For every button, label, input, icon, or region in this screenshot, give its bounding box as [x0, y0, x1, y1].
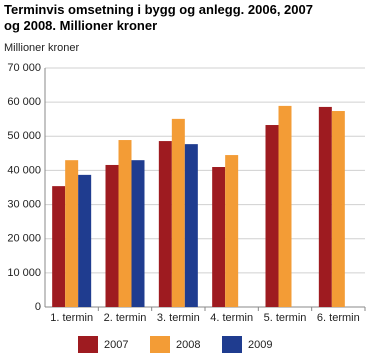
- y-tick-label: 40 000: [7, 164, 41, 176]
- x-tick-label: 1. termin: [50, 312, 93, 324]
- bar: [278, 105, 292, 307]
- x-tick-label: 5. termin: [264, 312, 307, 324]
- legend-label: 2009: [248, 339, 272, 351]
- bar: [212, 167, 226, 307]
- x-tick-label: 2. termin: [104, 312, 147, 324]
- y-tick-label: 20 000: [7, 233, 41, 245]
- y-tick-label: 10 000: [7, 267, 41, 279]
- legend-swatch: [150, 336, 170, 353]
- bar: [184, 144, 198, 307]
- bar: [65, 160, 79, 307]
- y-tick-label: 50 000: [7, 130, 41, 142]
- y-tick-label: 0: [35, 301, 41, 313]
- x-tick-label: 3. termin: [157, 312, 200, 324]
- legend-swatch: [78, 336, 98, 353]
- bar: [171, 118, 185, 307]
- bar: [331, 111, 345, 308]
- legend-label: 2007: [104, 339, 128, 351]
- y-tick-label: 30 000: [7, 198, 41, 210]
- bar: [158, 141, 172, 307]
- x-tick-label: 4. termin: [210, 312, 253, 324]
- y-tick-label: 70 000: [7, 62, 41, 74]
- bar: [131, 160, 145, 307]
- y-axis-label: Millioner kroner: [4, 42, 80, 54]
- x-tick-label: 6. termin: [317, 312, 360, 324]
- legend-label: 2008: [176, 339, 200, 351]
- y-tick-label: 60 000: [7, 96, 41, 108]
- bar: [78, 174, 92, 307]
- bar: [105, 164, 119, 307]
- legend-swatch: [222, 336, 242, 353]
- bar: [318, 106, 332, 308]
- bar: [52, 186, 66, 307]
- bar: [118, 140, 132, 307]
- chart-title: Terminvis omsetning i bygg og anlegg. 20…: [4, 2, 313, 33]
- bar: [225, 155, 239, 307]
- bar: [265, 125, 279, 307]
